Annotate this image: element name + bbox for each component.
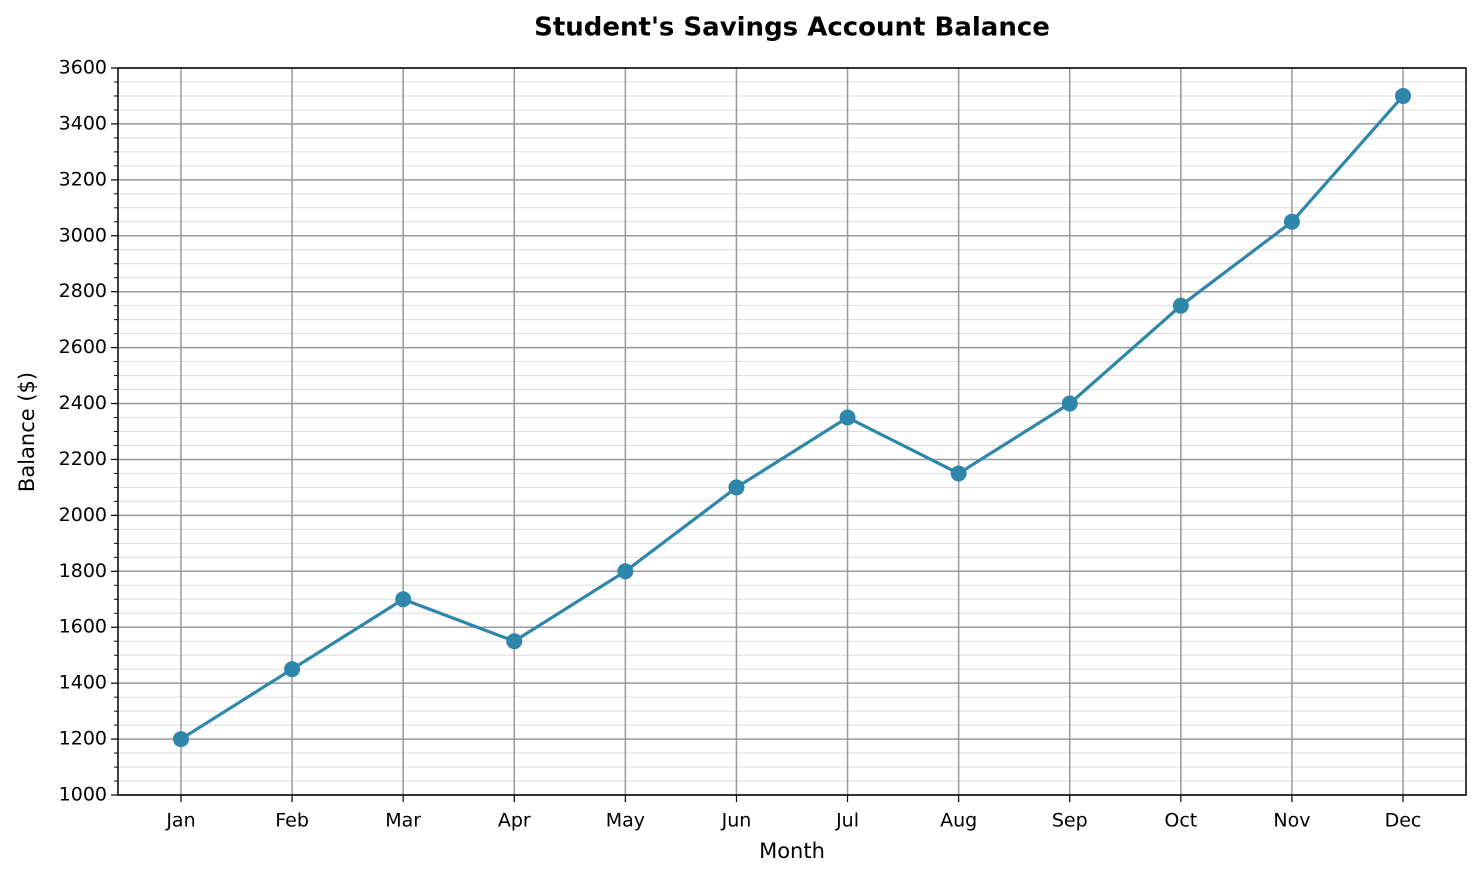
point xyxy=(506,633,523,650)
x-tick-label: Feb xyxy=(275,810,309,832)
x-tick-label: Aug xyxy=(940,810,977,832)
x-tick-label: Dec xyxy=(1385,810,1422,832)
y-tick-label: 3200 xyxy=(59,168,107,190)
x-tick-label: Jun xyxy=(721,810,752,832)
y-tick-label: 3000 xyxy=(59,224,107,246)
point xyxy=(395,591,412,608)
x-axis-label: Month xyxy=(759,839,825,863)
y-tick-label: 1200 xyxy=(59,728,107,750)
y-tick-label: 3400 xyxy=(59,112,107,134)
point xyxy=(1395,87,1412,104)
x-tick-label: Oct xyxy=(1164,810,1197,832)
y-tick-label: 3600 xyxy=(59,57,107,79)
x-tick-label: May xyxy=(606,810,645,832)
x-tick-label: Mar xyxy=(385,810,421,832)
y-tick-label: 2000 xyxy=(59,504,107,526)
x-tick-label: Nov xyxy=(1273,810,1310,832)
series-line xyxy=(180,94,1405,741)
y-tick-label: 2600 xyxy=(59,336,107,358)
point xyxy=(839,409,856,426)
point xyxy=(1172,297,1189,314)
point xyxy=(172,731,189,748)
x-tick-label: Jul xyxy=(835,810,859,832)
x-tick-label: Sep xyxy=(1052,810,1088,832)
y-tick-label: 1800 xyxy=(59,560,107,582)
y-tick-label: 1400 xyxy=(59,672,107,694)
y-tick-label: 2800 xyxy=(59,280,107,302)
y-tick-label: 2200 xyxy=(59,448,107,470)
point xyxy=(728,479,745,496)
point xyxy=(1061,395,1078,412)
point xyxy=(617,563,634,580)
plot-frame xyxy=(117,67,1467,796)
point xyxy=(284,661,301,678)
point xyxy=(950,465,967,482)
y-axis-label: Balance ($) xyxy=(15,372,39,492)
x-tick-label: Jan xyxy=(165,810,195,832)
point xyxy=(1283,213,1300,230)
x-tick-label: Apr xyxy=(498,810,531,832)
y-tick-label: 2400 xyxy=(59,392,107,414)
chart-title: Student's Savings Account Balance xyxy=(534,13,1050,43)
y-tick-label: 1000 xyxy=(59,784,107,806)
y-tick-label: 1600 xyxy=(59,616,107,638)
